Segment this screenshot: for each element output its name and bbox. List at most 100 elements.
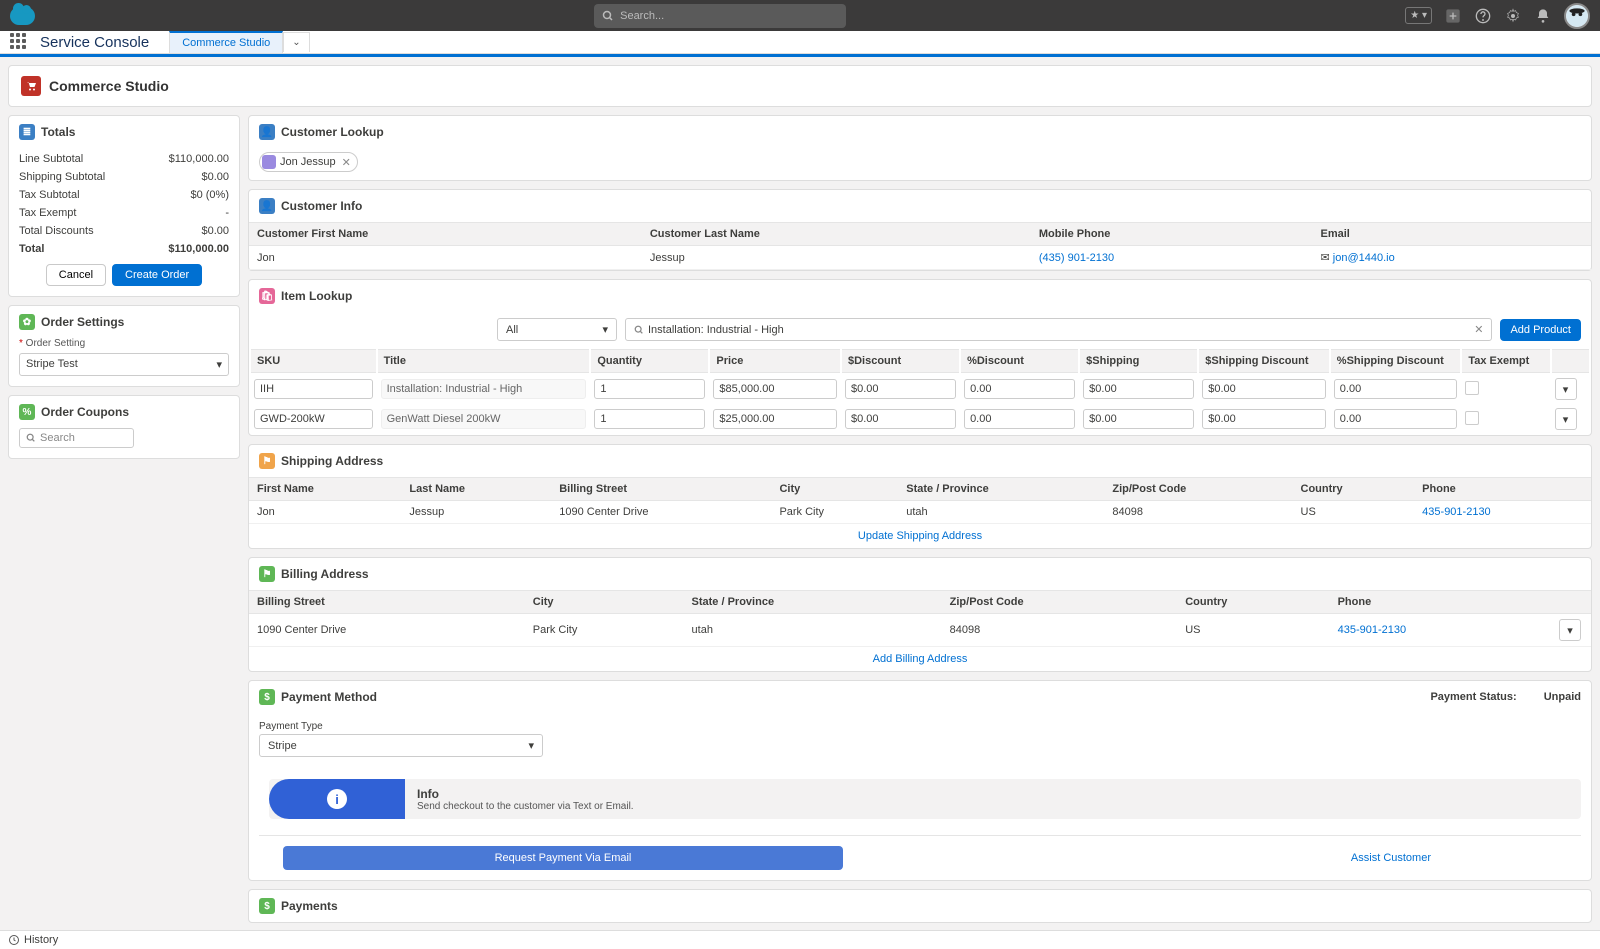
spdisc-input[interactable]: 0.00 [1334, 409, 1458, 429]
sddisc-input[interactable]: $0.00 [1202, 379, 1326, 399]
title-cell: GenWatt Diesel 200kW [381, 409, 587, 429]
pdisc-input[interactable]: 0.00 [964, 409, 1075, 429]
tab-commerce-studio[interactable]: Commerce Studio [169, 31, 283, 53]
global-header: Search... ★ ▾ [0, 0, 1600, 31]
payments-title: Payments [281, 899, 338, 913]
billing-row: 1090 Center Drive Park City utah 84098 U… [249, 614, 1591, 647]
customer-lookup-icon: 👤 [259, 124, 275, 140]
coupon-search-input[interactable]: Search [19, 428, 134, 448]
add-billing-link[interactable]: Add Billing Address [873, 653, 968, 665]
billing-row-menu-icon[interactable]: ▾ [1559, 619, 1581, 641]
remove-chip-icon[interactable]: ✕ [342, 156, 351, 169]
ddisc-input[interactable]: $0.00 [845, 409, 956, 429]
contact-icon [262, 155, 276, 169]
customer-info-card: 👤Customer Info Customer First Name Custo… [248, 189, 1592, 271]
item-row: IIH Installation: Industrial - High 1 $8… [251, 375, 1589, 403]
footer-bar: History [0, 930, 1600, 949]
tab-chevron-icon[interactable]: ⌄ [283, 32, 309, 52]
total-row: Tax Subtotal$0 (0%) [19, 186, 229, 204]
notifications-icon[interactable] [1534, 7, 1552, 25]
chevron-down-icon: ▾ [602, 323, 608, 336]
payment-icon: $ [259, 689, 275, 705]
global-search[interactable]: Search... [594, 4, 846, 28]
billing-address-card: ⚑Billing Address Billing Street City Sta… [248, 557, 1592, 672]
shipping-address-card: ⚑Shipping Address First Name Last Name B… [248, 444, 1592, 549]
info-text: Send checkout to the customer via Text o… [417, 801, 634, 812]
ddisc-input[interactable]: $0.00 [845, 379, 956, 399]
phone-link[interactable]: (435) 901-2130 [1039, 252, 1114, 264]
total-row: Shipping Subtotal$0.00 [19, 168, 229, 186]
app-name: Service Console [40, 34, 149, 51]
qty-input[interactable]: 1 [594, 379, 705, 399]
request-payment-button[interactable]: Request Payment Via Email [283, 846, 843, 870]
add-icon[interactable] [1444, 7, 1462, 25]
col-email: Email [1313, 223, 1592, 246]
price-input[interactable]: $25,000.00 [713, 409, 837, 429]
tax-exempt-checkbox[interactable] [1465, 381, 1479, 395]
customer-lookup-title: Customer Lookup [281, 125, 384, 139]
info-icon: i [327, 789, 347, 809]
salesforce-logo[interactable] [10, 7, 35, 25]
spdisc-input[interactable]: 0.00 [1334, 379, 1458, 399]
email-link[interactable]: jon@1440.io [1333, 252, 1395, 264]
payments-icon: $ [259, 898, 275, 914]
qty-input[interactable]: 1 [594, 409, 705, 429]
row-menu-icon[interactable]: ▾ [1555, 378, 1577, 400]
sku-input[interactable]: IIH [254, 379, 373, 399]
totals-card: ≣ Totals Line Subtotal$110,000.00 Shippin… [8, 115, 240, 297]
settings-title: Order Settings [41, 315, 124, 329]
coupons-title: Order Coupons [41, 405, 129, 419]
item-row: GWD-200kW GenWatt Diesel 200kW 1 $25,000… [251, 405, 1589, 433]
avatar[interactable] [1564, 3, 1590, 29]
total-row: Line Subtotal$110,000.00 [19, 150, 229, 168]
cancel-button[interactable]: Cancel [46, 264, 106, 286]
title-cell: Installation: Industrial - High [381, 379, 587, 399]
tax-exempt-checkbox[interactable] [1465, 411, 1479, 425]
order-settings-card: ✿Order Settings Order Setting Stripe Tes… [8, 305, 240, 387]
pdisc-input[interactable]: 0.00 [964, 379, 1075, 399]
col-mobile: Mobile Phone [1031, 223, 1313, 246]
page-header: Commerce Studio [8, 65, 1592, 107]
nav-bar: Service Console Commerce Studio ⌄ [0, 31, 1600, 54]
item-filter-select[interactable]: All▾ [497, 318, 617, 341]
sku-input[interactable]: GWD-200kW [254, 409, 373, 429]
email-icon: ✉ [1321, 252, 1333, 264]
total-row: Total$110,000.00 [19, 240, 229, 258]
payment-type-select[interactable]: Stripe▾ [259, 734, 543, 757]
payment-status-value: Unpaid [1544, 691, 1581, 703]
total-row: Total Discounts$0.00 [19, 222, 229, 240]
order-coupons-card: %Order Coupons Search [8, 395, 240, 459]
customer-chip: Jon Jessup ✕ [259, 152, 358, 172]
order-setting-select[interactable]: Stripe Test▾ [19, 353, 229, 376]
item-search-input[interactable]: Installation: Industrial - High ✕ [625, 318, 1492, 341]
history-link[interactable]: History [24, 934, 58, 946]
shipping-row: Jon Jessup 1090 Center Drive Park City u… [249, 501, 1591, 524]
favorites-button[interactable]: ★ ▾ [1405, 7, 1432, 24]
col-last-name: Customer Last Name [642, 223, 1031, 246]
ship-input[interactable]: $0.00 [1083, 379, 1194, 399]
item-lookup-card: 🛍Item Lookup All▾ Installation: Industri… [248, 279, 1592, 436]
price-input[interactable]: $85,000.00 [713, 379, 837, 399]
info-banner: i Info Send checkout to the customer via… [269, 779, 1581, 819]
payment-status-label: Payment Status: [1430, 691, 1516, 703]
payment-type-label: Payment Type [249, 713, 1591, 734]
row-menu-icon[interactable]: ▾ [1555, 408, 1577, 430]
shipping-icon: ⚑ [259, 453, 275, 469]
totals-title: Totals [41, 125, 75, 139]
help-icon[interactable] [1474, 7, 1492, 25]
billing-phone-link[interactable]: 435-901-2130 [1338, 624, 1407, 636]
payment-title: Payment Method [281, 690, 377, 704]
app-launcher-icon[interactable] [10, 33, 28, 51]
sddisc-input[interactable]: $0.00 [1202, 409, 1326, 429]
create-order-button[interactable]: Create Order [112, 264, 202, 286]
totals-icon: ≣ [19, 124, 35, 140]
clear-search-icon[interactable]: ✕ [1474, 323, 1483, 336]
payments-card: $ Payments [248, 889, 1592, 923]
add-product-button[interactable]: Add Product [1500, 319, 1581, 341]
assist-customer-link[interactable]: Assist Customer [1351, 852, 1431, 864]
shipping-phone-link[interactable]: 435-901-2130 [1422, 506, 1491, 518]
settings-icon[interactable] [1504, 7, 1522, 25]
ship-input[interactable]: $0.00 [1083, 409, 1194, 429]
update-shipping-link[interactable]: Update Shipping Address [858, 530, 982, 542]
shipping-title: Shipping Address [281, 454, 383, 468]
